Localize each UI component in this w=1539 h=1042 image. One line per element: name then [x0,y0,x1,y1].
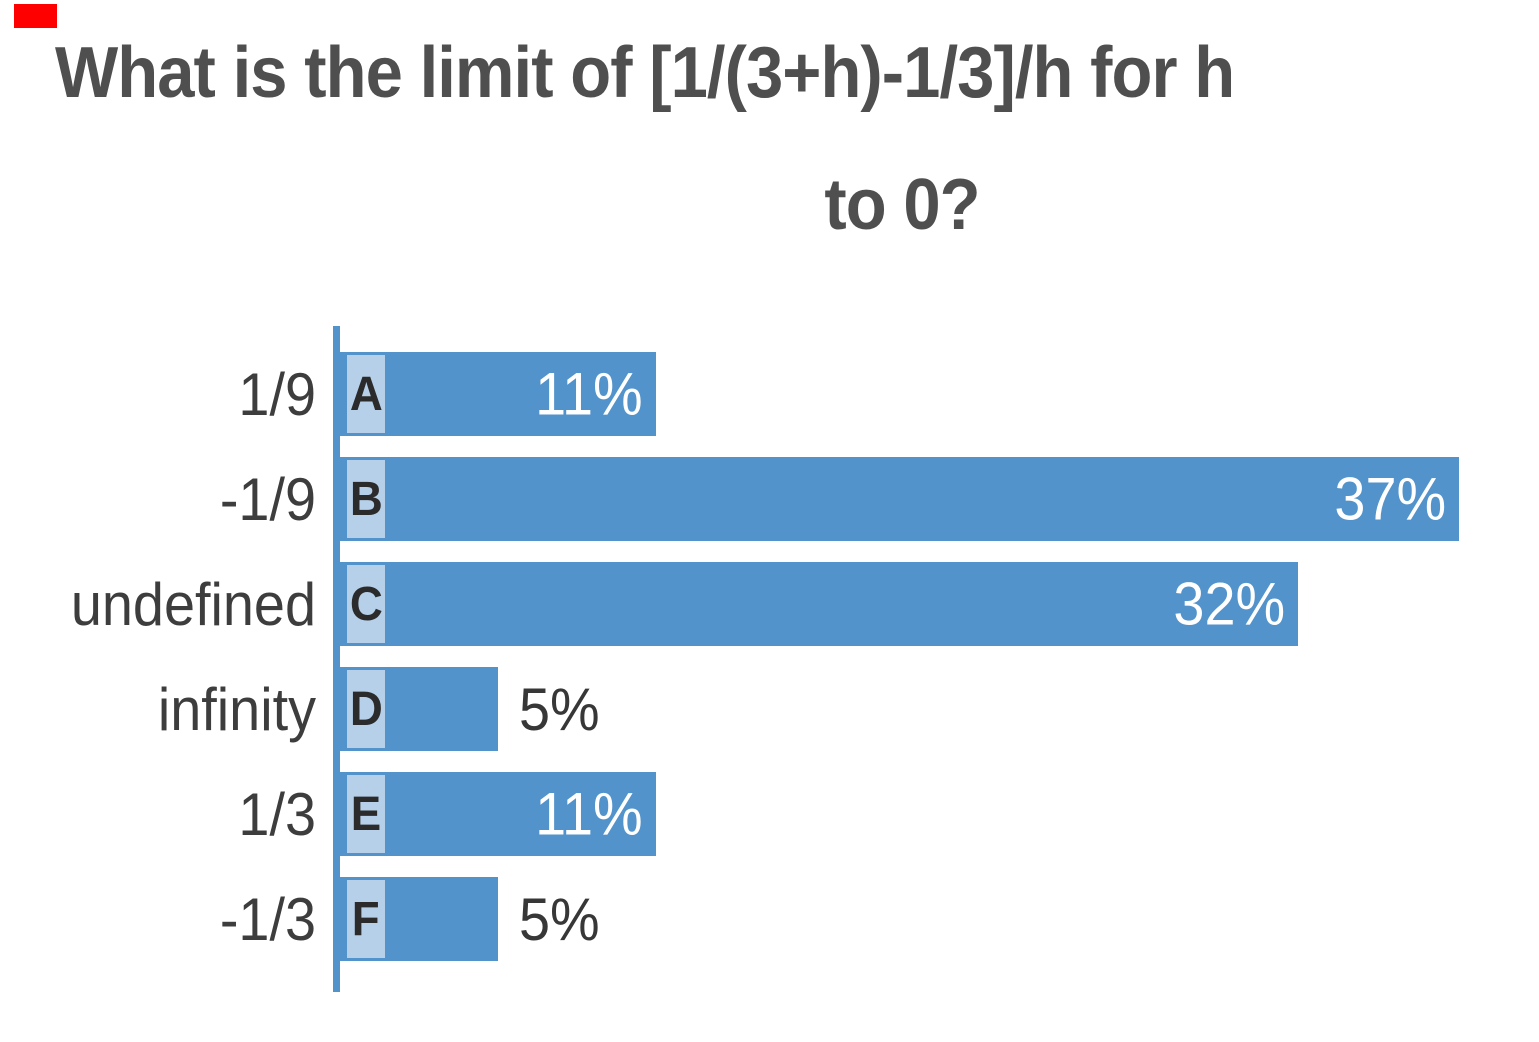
percentage-label: 11% [535,360,643,428]
option-letter: B [349,472,383,526]
result-bar: D [339,667,498,751]
option-letter-chip: A [347,355,385,433]
option-letter-chip: F [347,880,385,958]
question-title-line2: to 0? [824,165,980,245]
result-bar: A 11% [339,352,656,436]
answer-option-label: -1/9 [219,465,316,533]
option-letter-chip: D [347,670,385,748]
percentage-label: 5% [519,675,600,743]
percentage-label: 32% [1173,570,1285,638]
percentage-label: 37% [1334,465,1446,533]
option-letter-chip: B [347,460,385,538]
option-letter: D [349,682,383,736]
result-bar: B 37% [339,457,1459,541]
answer-option-label: undefined [70,570,316,638]
percentage-label: 11% [535,780,643,848]
option-letter: C [349,577,383,631]
answer-option-label: 1/9 [238,360,316,428]
chart-axis-line [333,326,340,992]
option-letter-chip: C [347,565,385,643]
option-letter: A [349,367,383,421]
question-title-line1: What is the limit of [1/(3+h)-1/3]/h for… [55,33,1235,113]
result-bar: E 11% [339,772,656,856]
option-letter: F [352,892,380,946]
red-marker [14,4,57,28]
answer-option-label: infinity [157,675,316,743]
result-bar: C 32% [339,562,1298,646]
result-bar: F [339,877,498,961]
answer-option-label: 1/3 [238,780,316,848]
answer-option-label: -1/3 [219,885,316,953]
option-letter-chip: E [347,775,385,853]
option-letter: E [350,787,382,841]
percentage-label: 5% [519,885,600,953]
